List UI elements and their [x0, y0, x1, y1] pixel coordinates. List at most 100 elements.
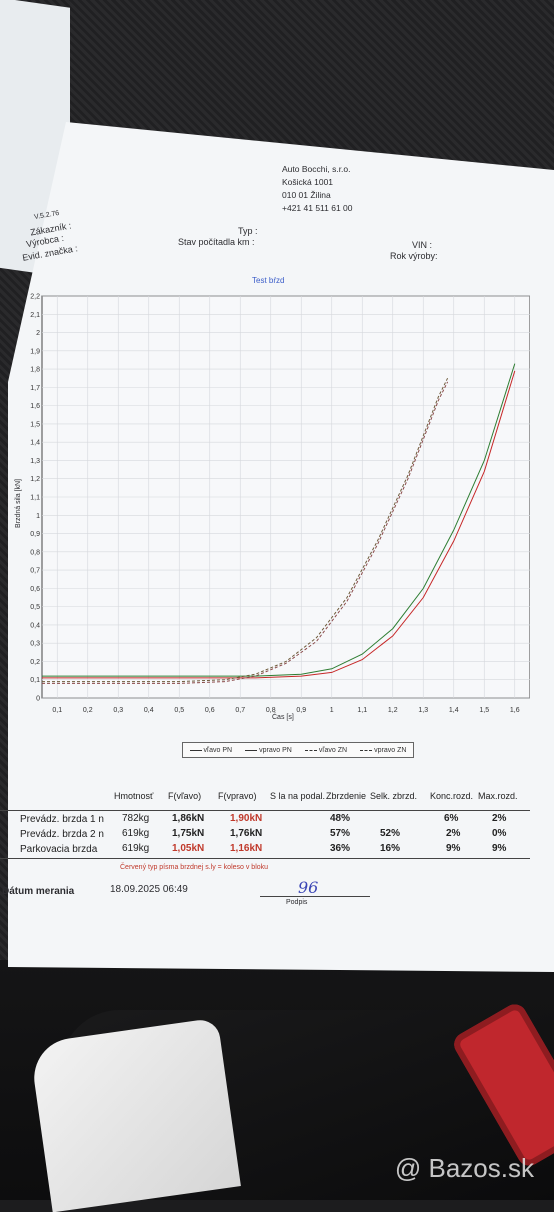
cell-konc: 2%	[446, 828, 461, 839]
y-tick-label: 0,7	[30, 568, 40, 575]
x-tick-label: 1,4	[449, 707, 459, 714]
company-street: Košická 1001	[282, 177, 334, 187]
signature-label: Podpis	[286, 899, 308, 906]
cell-braking: 57%	[330, 828, 351, 839]
cell-f-right: 1,76kN	[230, 828, 263, 839]
col-header-pedal: S la na podal.	[270, 791, 326, 801]
x-tick-label: 0,3	[113, 707, 123, 714]
cell-selk: 16%	[380, 843, 401, 854]
cell-braking: 48%	[330, 813, 351, 824]
company-city: 010 01 Žilina	[282, 190, 331, 200]
cell-f-left: 1,05kN	[172, 843, 205, 854]
cell-max: 9%	[492, 843, 507, 854]
row-label-service-1: Prevádz. brzda 1 n	[20, 814, 104, 825]
y-tick-label: 0,4	[30, 622, 40, 629]
x-axis-label: Čas [s]	[272, 714, 294, 721]
y-tick-label: 0,2	[30, 659, 40, 666]
cell-max: 2%	[492, 813, 507, 824]
y-tick-label: 1,2	[30, 476, 40, 483]
y-tick-label: 0,3	[30, 641, 40, 648]
x-tick-label: 0,1	[52, 707, 62, 714]
y-tick-label: 1,8	[30, 367, 40, 374]
cell-mass: 782kg	[122, 813, 150, 824]
x-tick-label: 0,4	[144, 707, 154, 714]
x-tick-label: 1,1	[357, 707, 367, 714]
y-tick-label: 2,2	[30, 294, 40, 301]
y-tick-label: 1,5	[30, 421, 40, 428]
legend-item-right-zn: vpravo ZN	[360, 747, 406, 754]
cell-f-left: 1,86kN	[172, 813, 205, 824]
x-tick-label: 0,6	[205, 707, 215, 714]
y-tick-label: 2,1	[30, 312, 40, 319]
odometer-label: Stav počítadla km :	[178, 237, 255, 247]
col-header-braking: Zbrzdenie	[326, 791, 367, 801]
table-bottom-rule	[0, 858, 530, 859]
y-tick-label: 0,6	[30, 586, 40, 593]
legend-item-left-pn: vľavo PN	[189, 747, 232, 754]
cell-konc: 9%	[446, 843, 461, 854]
signature-mark: 96	[298, 878, 319, 897]
cell-mass: 619kg	[122, 828, 150, 839]
date-label: Dátum merania	[2, 886, 75, 897]
x-tick-label: 1	[330, 707, 334, 714]
company-name: Auto Bocchi, s.r.o.	[282, 164, 351, 174]
y-tick-label: 2	[36, 330, 40, 337]
legend-item-right-pn: vpravo PN	[245, 747, 292, 754]
y-tick-label: 0,1	[30, 677, 40, 684]
cell-f-left: 1,75kN	[172, 828, 205, 839]
cell-braking: 36%	[330, 843, 351, 854]
x-tick-label: 1,6	[510, 707, 520, 714]
cell-f-right: 1,90kN	[230, 813, 263, 824]
year-label: Rok výroby:	[390, 251, 438, 261]
chart-legend: vľavo PN vpravo PN vľavo ZN vpravo ZN	[182, 742, 414, 758]
col-header-selk: Selk. zbrzd.	[370, 791, 418, 801]
y-tick-label: 0	[36, 696, 40, 703]
x-tick-label: 1,2	[388, 707, 398, 714]
row-label-parking: Parkovacia brzda	[20, 844, 98, 855]
company-phone: +421 41 511 61 00	[282, 203, 353, 213]
col-header-f-left: F(vľavo)	[168, 791, 202, 801]
y-tick-label: 1,7	[30, 385, 40, 392]
col-header-mass: Hmotnosť	[114, 791, 154, 801]
x-tick-label: 0,5	[174, 707, 184, 714]
legend-item-left-zn: vľavo ZN	[304, 747, 347, 754]
y-axis-label: Brzdná sila [kN]	[15, 478, 23, 529]
col-header-konc: Konc.rozd.	[430, 791, 474, 801]
y-tick-label: 1,6	[30, 403, 40, 410]
table-top-rule	[0, 810, 530, 811]
x-tick-label: 1,5	[479, 707, 489, 714]
tissue	[29, 1017, 241, 1212]
watermark: @ Bazos.sk	[394, 1153, 534, 1183]
signature-line	[260, 896, 370, 897]
y-tick-label: 1	[36, 513, 40, 520]
y-tick-label: 1,1	[30, 495, 40, 502]
col-header-max: Max.rozd.	[478, 791, 518, 801]
series-line	[42, 370, 516, 679]
series-line	[42, 381, 449, 684]
series-line	[42, 377, 449, 683]
cell-f-right: 1,16kN	[230, 843, 263, 854]
y-tick-label: 1,9	[30, 348, 40, 355]
x-tick-label: 1,3	[418, 707, 428, 714]
cell-max: 0%	[492, 828, 507, 839]
x-tick-label: 0,7	[235, 707, 245, 714]
date-value: 18.09.2025 06:49	[110, 884, 188, 895]
cell-mass: 619kg	[122, 843, 150, 854]
x-tick-label: 0,9	[296, 707, 306, 714]
type-label: Typ :	[238, 226, 258, 236]
series-line	[42, 363, 516, 677]
col-header-f-right: F(vpravo)	[218, 791, 257, 801]
brake-chart: 0 0,1 0,2 0,3 0,4 0,5 0,6 0,7 0,8 0,9 1 1,1 1,2 1,3 1,…	[30, 294, 530, 714]
cell-selk: 52%	[380, 828, 401, 839]
y-tick-label: 1,3	[30, 458, 40, 465]
x-tick-label: 0,2	[83, 707, 93, 714]
x-tick-label: 0,8	[266, 707, 276, 714]
row-label-service-2: Prevádz. brzda 2 n	[20, 829, 104, 840]
vin-label: VIN :	[412, 240, 433, 250]
cell-konc: 6%	[444, 813, 459, 824]
y-tick-label: 0,8	[30, 549, 40, 556]
y-tick-label: 0,9	[30, 531, 40, 538]
table-note: Červený typ písma brzdnej s.ly = koleso …	[120, 864, 269, 871]
y-tick-label: 1,4	[30, 440, 40, 447]
y-tick-label: 0,5	[30, 604, 40, 611]
